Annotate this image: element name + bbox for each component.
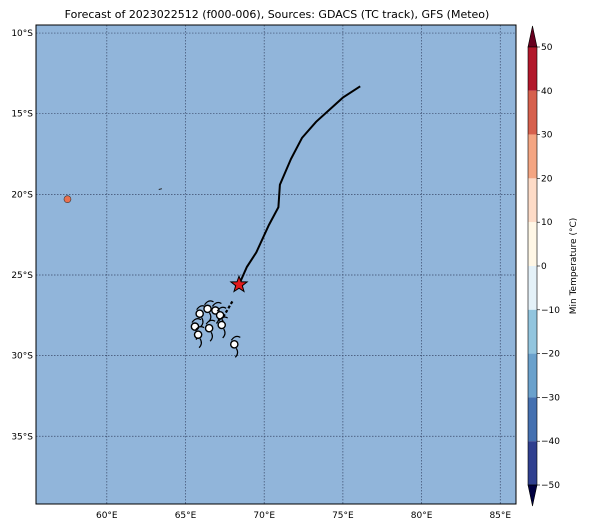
colorbar-extend-top (527, 25, 538, 48)
tc-current-position-star-icon (229, 274, 249, 293)
wind-barb (217, 316, 229, 339)
wind-barb (204, 319, 216, 342)
track-approach-dash (222, 300, 234, 318)
colorbar-extend-bottom (527, 484, 538, 507)
lat-tick-label: 25°S (11, 271, 33, 281)
colorbar-tick-label: −50 (541, 481, 560, 491)
colorbar-tick-label: 20 (541, 174, 553, 184)
longitude-ticks: 60°E 65°E 70°E 75°E 80°E 85°E (96, 511, 511, 521)
lon-tick-label: 70°E (253, 511, 275, 521)
colorbar-tick-label: −40 (541, 437, 560, 447)
colorbar-tick-label: 10 (541, 218, 553, 228)
map-area (35, 24, 517, 505)
wind-barb (229, 335, 241, 358)
colorbar-tick-label: 40 (541, 87, 553, 97)
colorbar-segment (528, 441, 537, 485)
colorbar-segment (528, 178, 537, 223)
ocean-background (36, 25, 516, 504)
islet (158, 188, 163, 190)
colorbar-label: Min Temperature (°C) (569, 218, 579, 315)
colorbar-segment (528, 397, 537, 442)
map-frame (35, 24, 517, 505)
colorbar-segment (528, 266, 537, 310)
lon-tick-label: 80°E (411, 511, 433, 521)
lon-tick-label: 60°E (96, 511, 118, 521)
colorbar: 50 40 30 20 10 0 −10 −20 −30 −40 −50 (527, 25, 560, 507)
colorbar-segment (528, 47, 537, 91)
lat-tick-label: 15°S (11, 110, 33, 120)
lon-tick-label: 85°E (489, 511, 511, 521)
lat-tick-label: 10°S (11, 29, 33, 39)
colorbar-tick-label: −20 (541, 350, 560, 360)
lat-tick-label: 30°S (11, 352, 33, 362)
lat-tick-label: 20°S (11, 190, 33, 200)
map-title: Forecast of 2023022512 (f000-006), Sourc… (65, 8, 490, 21)
colorbar-tick-label: −30 (541, 393, 560, 403)
colorbar-segment (528, 309, 537, 354)
tc-track-line (238, 85, 361, 286)
land-masses (63, 188, 163, 203)
colorbar-tick-label: 50 (541, 43, 553, 53)
colorbar-segment (528, 90, 537, 135)
lon-tick-label: 75°E (332, 511, 354, 521)
wind-barbs (190, 300, 241, 358)
island (63, 195, 72, 203)
wind-barb (193, 326, 205, 349)
colorbar-tick-label: 30 (541, 131, 553, 141)
graticule-grid (36, 25, 516, 504)
lat-tick-label: 35°S (11, 432, 33, 442)
colorbar-segment (528, 134, 537, 179)
colorbar-segment (528, 222, 537, 266)
colorbar-segment (528, 353, 537, 398)
colorbar-tick-label: −10 (541, 306, 560, 316)
latitude-ticks: 10°S 15°S 20°S 25°S 30°S 35°S (11, 29, 33, 442)
colorbar-tick-label: 0 (541, 262, 547, 272)
lon-tick-label: 65°E (175, 511, 197, 521)
